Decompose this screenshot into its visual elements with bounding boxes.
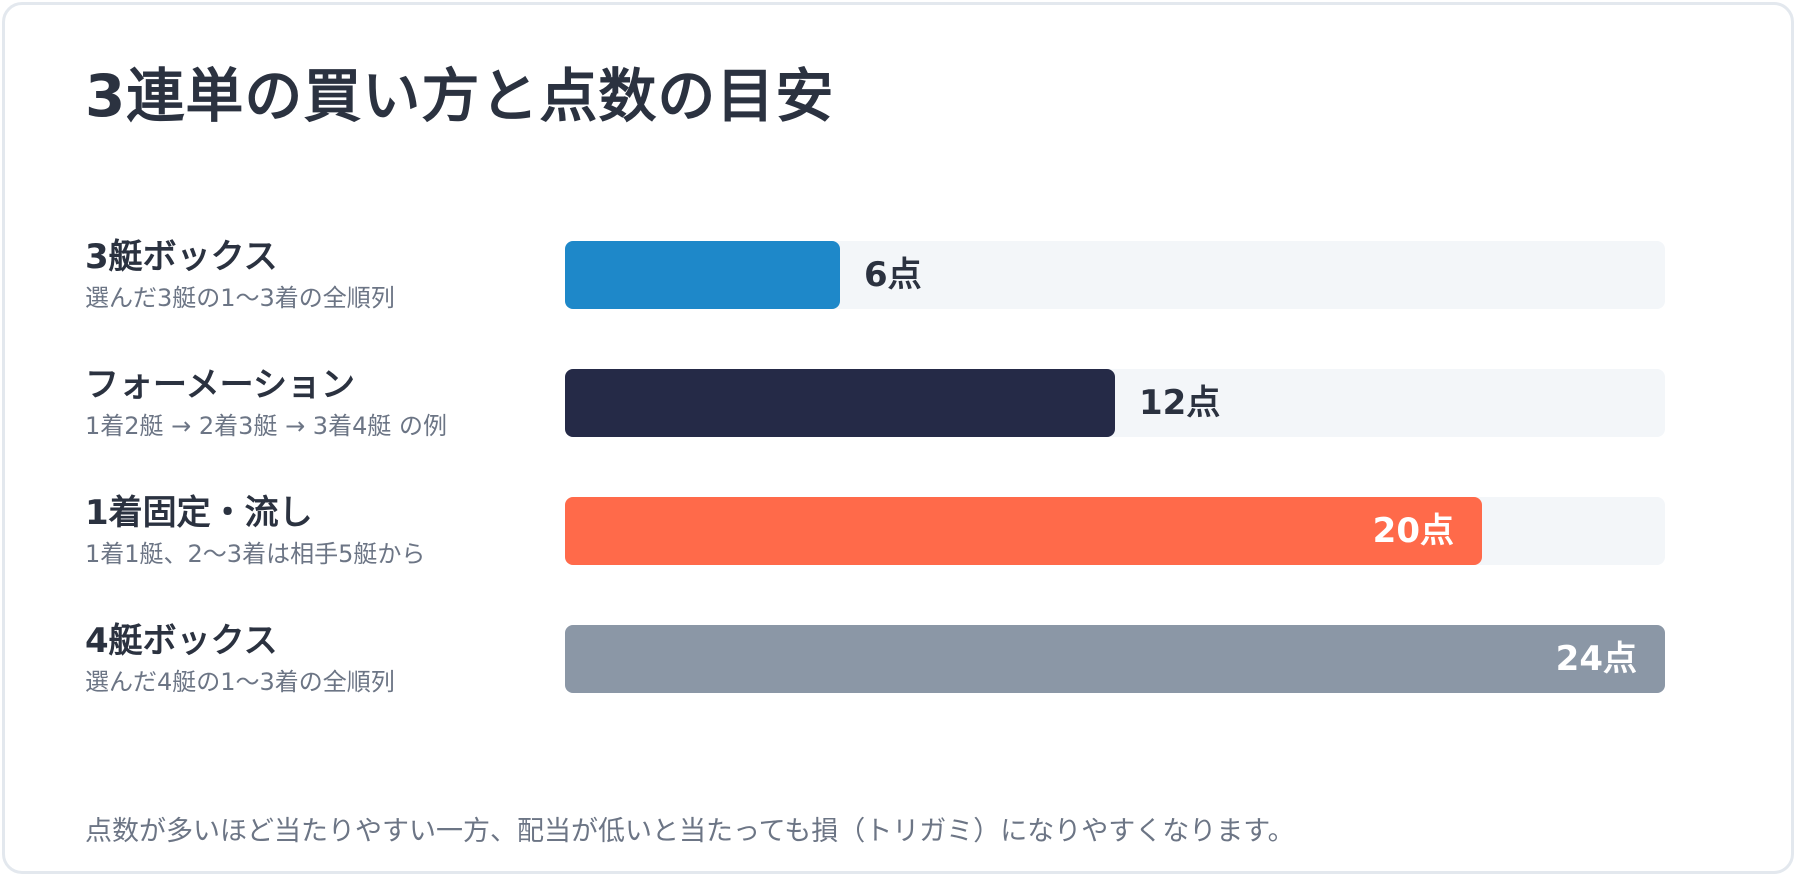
bar-row: 4艇ボックス選んだ4艇の1〜3着の全順列 24点 [85, 619, 1665, 709]
category-description: 選んだ3艇の1〜3着の全順列 [85, 284, 395, 312]
bar-row: フォーメーション 1着2艇 → 2着3艇 → 3着4艇 の例 12点 [85, 363, 1665, 453]
bar [565, 241, 840, 309]
value-label: 6点 [864, 255, 922, 295]
category-name: 4艇ボックス [85, 621, 278, 661]
chart-title: 3連単の買い方と点数の目安 [85, 62, 835, 130]
bar [565, 369, 1115, 437]
bar-row: 1着固定・流し 1着1艇、2〜3着は相手5艇から 20点 [85, 491, 1665, 581]
category-description: 1着2艇 → 2着3艇 → 3着4艇 の例 [85, 412, 447, 440]
footnote: 点数が多いほど当たりやすい一方、配当が低いと当たっても損（トリガミ）になりやすく… [85, 816, 1295, 847]
category-name: 1着固定・流し [85, 493, 313, 533]
category-label-group: 1着固定・流し 1着1艇、2〜3着は相手5艇から [85, 491, 555, 571]
bar-row: 3艇ボックス選んだ3艇の1〜3着の全順列 6点 [85, 235, 1665, 325]
category-description: 選んだ4艇の1〜3着の全順列 [85, 668, 395, 696]
category-label-group: フォーメーション 1着2艇 → 2着3艇 → 3着4艇 の例 [85, 363, 555, 443]
value-label: 12点 [1139, 383, 1221, 423]
category-description: 1着1艇、2〜3着は相手5艇から [85, 540, 426, 568]
bar-track: 24点 [565, 625, 1665, 693]
bar-track: 20点 [565, 497, 1665, 565]
category-name: フォーメーション [85, 365, 355, 405]
value-label: 24点 [1555, 639, 1637, 679]
category-label-group: 3艇ボックス選んだ3艇の1〜3着の全順列 [85, 235, 555, 315]
bar [565, 625, 1665, 693]
bar [565, 497, 1482, 565]
bar-track: 12点 [565, 369, 1665, 437]
value-label: 20点 [1372, 511, 1454, 551]
bar-track: 6点 [565, 241, 1665, 309]
category-name: 3艇ボックス [85, 237, 278, 277]
category-label-group: 4艇ボックス選んだ4艇の1〜3着の全順列 [85, 619, 555, 699]
